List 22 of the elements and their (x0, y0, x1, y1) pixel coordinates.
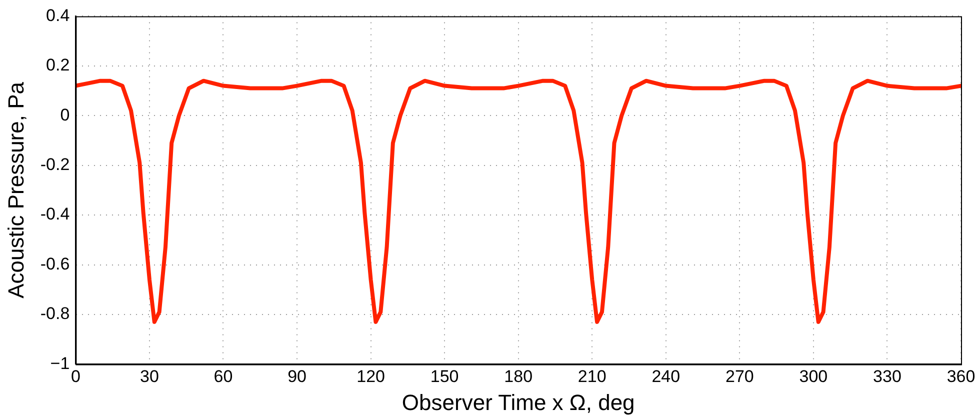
x-tick-label: 240 (652, 367, 680, 386)
x-tick-label: 270 (725, 367, 754, 386)
y-tick-label: -0.2 (40, 155, 70, 174)
x-tick-label: 360 (946, 367, 976, 386)
x-tick-label: 60 (214, 367, 233, 386)
x-tick-label: 180 (504, 367, 533, 386)
y-tick-label: −1 (50, 354, 70, 373)
y-tick-label: 0.4 (46, 6, 70, 25)
x-tick-label: 30 (140, 367, 159, 386)
y-tick-label: 0.2 (46, 56, 70, 75)
y-tick-label: 0 (60, 105, 70, 124)
y-tick-label: -0.4 (40, 204, 70, 224)
x-axis-title: Observer Time x Ω, deg (402, 390, 635, 415)
y-tick-label: -0.8 (40, 304, 70, 324)
x-tick-label: 210 (578, 367, 606, 386)
y-axis-title: Acoustic Pressure, Pa (3, 81, 28, 298)
x-tick-label: 120 (356, 367, 385, 386)
x-tick-label: 90 (288, 367, 306, 386)
y-tick-label: -0.6 (40, 254, 70, 274)
x-tick-label: 150 (430, 367, 459, 386)
x-tick-label: 330 (873, 367, 902, 386)
x-tick-label: 300 (799, 367, 828, 386)
